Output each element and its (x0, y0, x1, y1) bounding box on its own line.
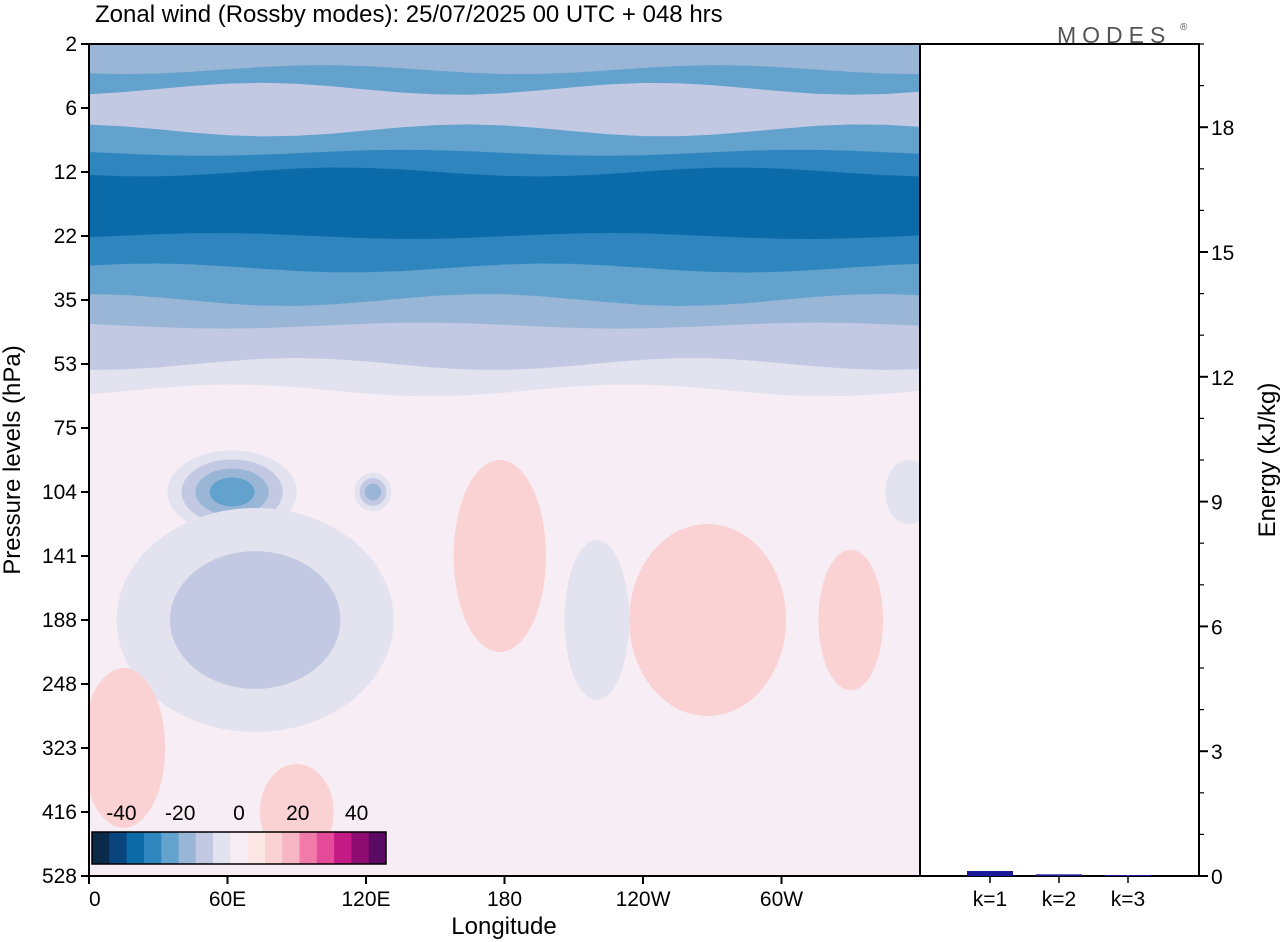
colorbar-frame (91, 831, 387, 865)
chart-title: Zonal wind (Rossby modes): 25/07/2025 00… (95, 1, 723, 28)
wind-band (89, 233, 920, 275)
x-tick-label: 60E (209, 888, 246, 911)
stratosphere-bands (89, 44, 920, 397)
y-tick-label: 528 (42, 865, 77, 888)
energy-category-label: k=2 (1042, 888, 1076, 911)
y-tick-label: 12 (54, 161, 77, 184)
energy-panel-frame (919, 43, 1200, 877)
wind-band (89, 263, 920, 309)
energy-tick-label: 0 (1211, 866, 1223, 889)
x-axis-title: Longitude (451, 913, 556, 940)
energy-tick-label: 15 (1211, 242, 1234, 265)
energy-tick-label: 3 (1211, 741, 1223, 764)
wind-band (89, 103, 920, 139)
colorbar-swatch (368, 832, 387, 864)
y-tick-label: 35 (54, 289, 77, 312)
colorbar-swatch (247, 832, 266, 864)
y-tick-label: 6 (65, 97, 77, 120)
wind-contour (209, 477, 255, 507)
troposphere-features (89, 450, 920, 860)
wind-contour (169, 551, 341, 689)
y-axis-title: Pressure levels (hPa) (0, 345, 26, 574)
colorbar-swatch (126, 832, 145, 864)
wind-band (89, 358, 920, 397)
x-tick-label: 120E (341, 888, 390, 911)
energy-category-label: k=3 (1111, 888, 1145, 911)
colorbar-swatch (264, 832, 283, 864)
wind-contour (818, 549, 884, 691)
energy-bar-chart: 0 3 6 9 12 15 18 k=1 k=2 k=3 (967, 43, 1234, 911)
energy-bar (967, 871, 1013, 876)
colorbar-swatch (195, 832, 214, 864)
colorbar-swatch (178, 832, 197, 864)
y-tick-label: 248 (42, 673, 77, 696)
energy-tick-label: 12 (1211, 367, 1234, 390)
zonal-wind-heatmap (89, 44, 920, 876)
wind-band (89, 343, 920, 373)
x-tick-label: 60W (760, 888, 803, 911)
colorbar: -40 -20 0 20 40 (91, 802, 387, 865)
colorbar-tick-label: 20 (286, 802, 309, 825)
y-tick-label: 75 (54, 417, 77, 440)
wind-contour (453, 460, 547, 652)
colorbar-swatch (299, 832, 318, 864)
colorbar-swatch (109, 832, 128, 864)
colorbar-swatch (230, 832, 249, 864)
y-tick-label: 104 (42, 481, 77, 504)
colorbar-swatch (161, 832, 179, 864)
y-tick-label: 2 (65, 33, 77, 56)
energy-bar (1036, 874, 1082, 876)
colorbar-tick-label: 0 (233, 802, 245, 825)
y-tick-label: 323 (42, 737, 77, 760)
colorbar-swatch (351, 832, 370, 864)
energy-category-label: k=1 (973, 888, 1007, 911)
x-tick-label: 120W (616, 888, 671, 911)
colorbar-swatch (143, 832, 162, 864)
energy-bar (1105, 875, 1151, 876)
wind-contour (564, 540, 630, 700)
y-tick-label: 53 (54, 353, 77, 376)
y-tick-label: 188 (42, 609, 77, 632)
colorbar-tick-label: -20 (165, 802, 195, 825)
colorbar-swatch (282, 832, 301, 864)
registered-mark: ® (1180, 22, 1188, 33)
y-tick-label: 141 (42, 545, 77, 568)
energy-tick-label: 9 (1211, 492, 1223, 515)
wind-contour (364, 483, 382, 501)
y-tick-label: 416 (42, 801, 77, 824)
colorbar-swatch (316, 832, 335, 864)
wind-contour (885, 460, 920, 524)
colorbar-swatch (92, 832, 110, 864)
pressure-axis: 2 6 12 22 35 53 75 104 141 188 248 323 416 528 (42, 33, 89, 888)
energy-tick-label: 6 (1211, 616, 1223, 639)
wind-contour (89, 668, 166, 828)
x-tick-label: 0 (89, 888, 101, 911)
wind-contour (629, 524, 787, 716)
wind-band (89, 194, 920, 246)
colorbar-swatch (213, 832, 231, 864)
energy-tick-label: 18 (1211, 117, 1234, 140)
colorbar-tick-label: -40 (106, 802, 136, 825)
energy-axis-title: Energy (kJ/kg) (1254, 383, 1280, 538)
y-tick-label: 22 (54, 225, 77, 248)
x-tick-label: 180 (487, 888, 522, 911)
colorbar-swatch (334, 832, 352, 864)
colorbar-tick-label: 40 (345, 802, 368, 825)
longitude-axis: 0 60E 120E 180 120W 60W (88, 876, 803, 911)
wind-band (89, 294, 920, 336)
